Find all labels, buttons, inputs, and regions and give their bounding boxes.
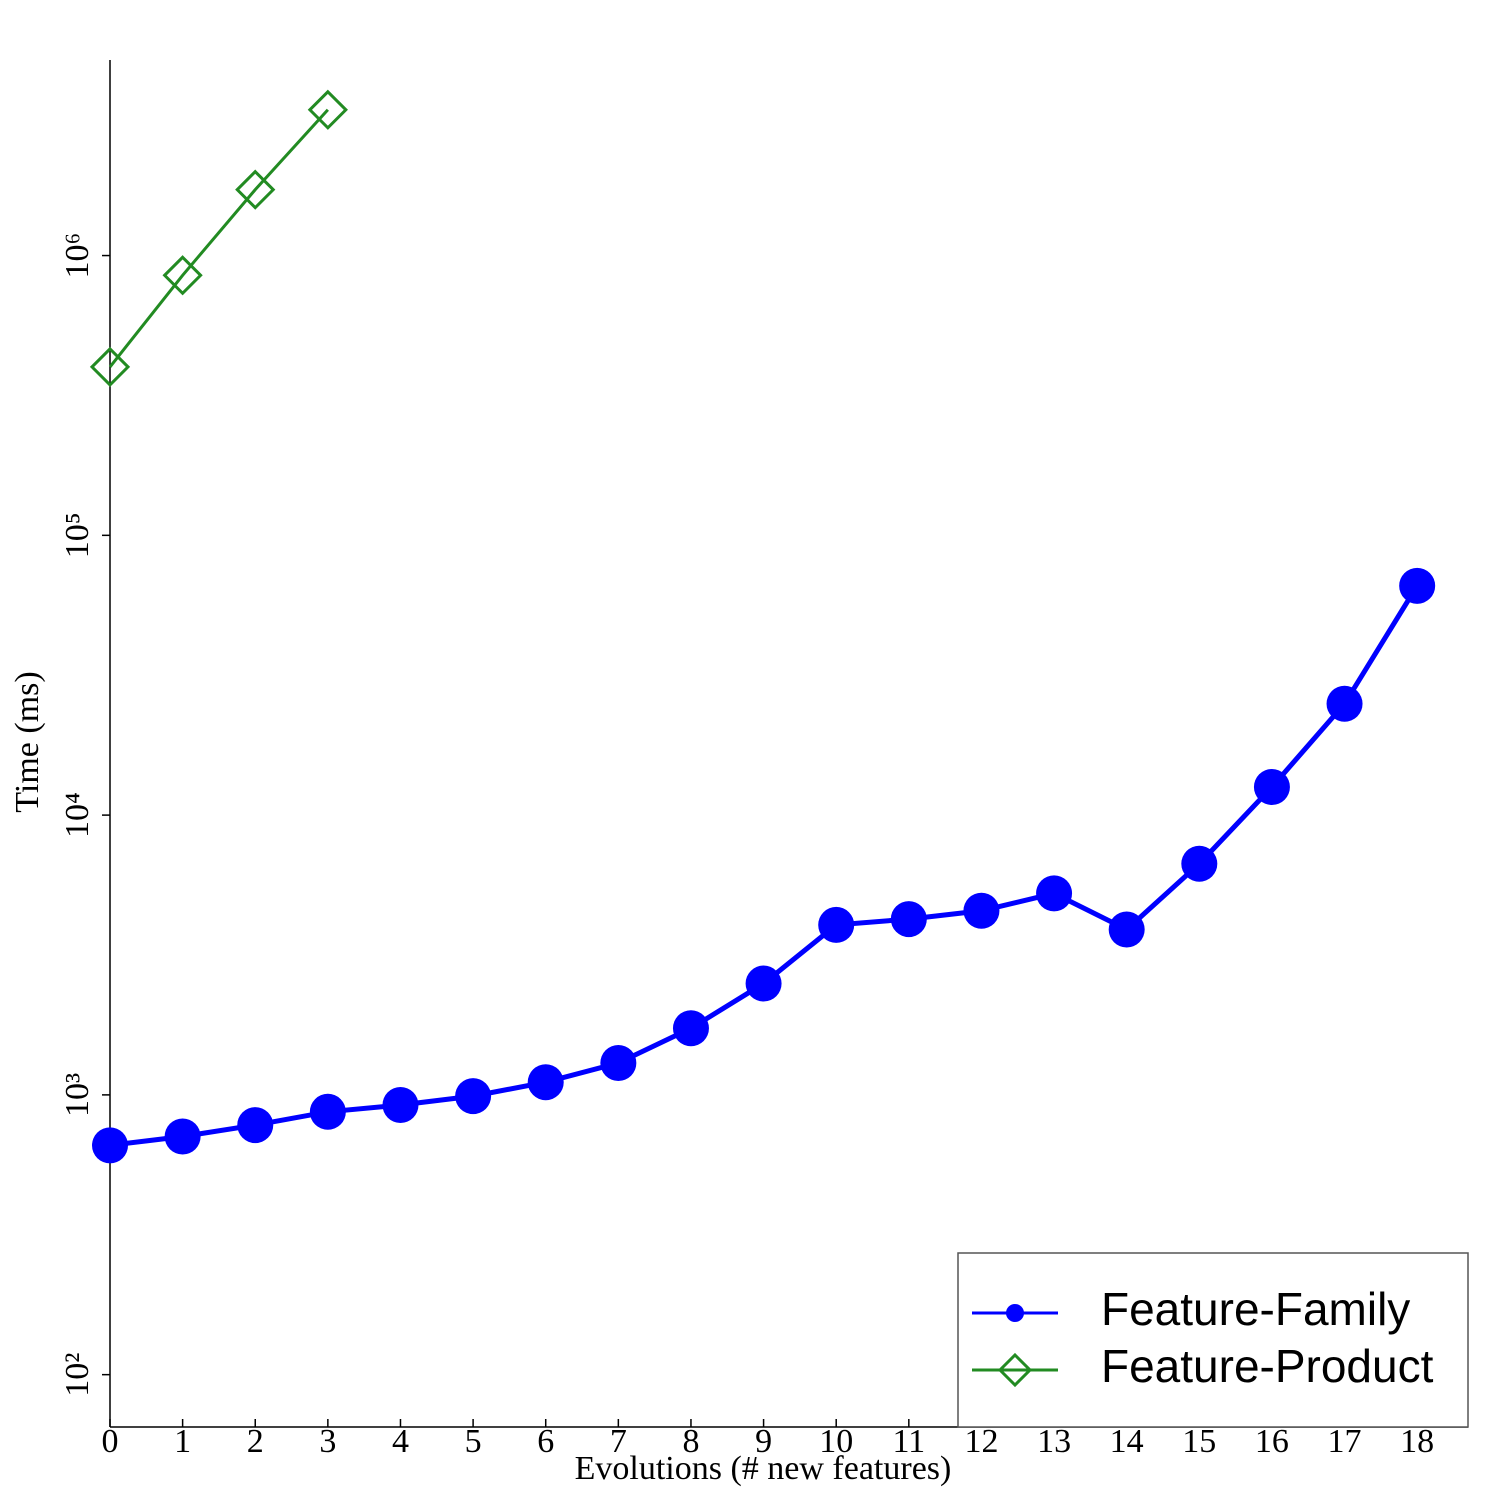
- marker: [162, 255, 203, 296]
- marker: [745, 965, 782, 1002]
- marker: [1036, 875, 1073, 912]
- marker: [307, 89, 348, 130]
- marker: [1181, 845, 1218, 882]
- x-tick-label: 8: [682, 1423, 699, 1460]
- marker: [527, 1064, 564, 1101]
- x-tick-label: 17: [1328, 1423, 1362, 1460]
- x-tick-label: 6: [537, 1423, 554, 1460]
- marker: [164, 1118, 201, 1155]
- marker: [309, 1093, 346, 1130]
- marker: [963, 892, 1000, 929]
- x-tick-label: 14: [1110, 1423, 1144, 1460]
- legend-marker: [1006, 1304, 1024, 1322]
- x-tick-label: 4: [392, 1423, 409, 1460]
- x-tick-label: 5: [465, 1423, 482, 1460]
- x-tick-label: 7: [610, 1423, 627, 1460]
- x-tick-label: 1: [174, 1423, 191, 1460]
- series-line: [108, 108, 329, 368]
- y-tick-label: 10⁶: [59, 233, 96, 279]
- y-axis-label: Time (ms): [9, 671, 46, 812]
- marker: [1253, 769, 1290, 806]
- legend-label: Feature-Product: [1101, 1340, 1434, 1392]
- marker: [235, 169, 276, 210]
- marker: [672, 1010, 709, 1047]
- y-tick-label: 10⁴: [59, 792, 96, 838]
- y-tick-label: 10³: [59, 1073, 96, 1117]
- x-tick-label: 10: [819, 1423, 853, 1460]
- x-tick-label: 18: [1400, 1423, 1434, 1460]
- marker: [382, 1087, 419, 1124]
- x-axis-label: Evolutions (# new features): [575, 1450, 952, 1487]
- legend-box: [957, 1252, 1469, 1428]
- x-tick-label: 9: [755, 1423, 772, 1460]
- y-tick-label: 10²: [59, 1353, 96, 1397]
- legend-marker: [997, 1352, 1033, 1388]
- y-tick-label: 10⁵: [59, 512, 96, 558]
- x-tick-label: 15: [1182, 1423, 1216, 1460]
- x-tick-label: 3: [319, 1423, 336, 1460]
- x-tick-label: 0: [102, 1423, 119, 1460]
- marker: [92, 1127, 128, 1164]
- marker: [1108, 911, 1145, 948]
- series-line: [109, 584, 1420, 1148]
- x-tick-label: 2: [247, 1423, 264, 1460]
- marker: [600, 1045, 637, 1082]
- marker: [237, 1107, 274, 1144]
- x-tick-label: 16: [1255, 1423, 1289, 1460]
- marker: [455, 1078, 492, 1115]
- marker: [1326, 685, 1363, 722]
- legend-label: Feature-Family: [1101, 1283, 1410, 1335]
- x-tick-label: 11: [892, 1423, 925, 1460]
- x-tick-label: 13: [1037, 1423, 1071, 1460]
- marker: [890, 901, 927, 938]
- marker: [1399, 567, 1436, 604]
- marker: [89, 346, 131, 388]
- x-tick-label: 12: [964, 1423, 998, 1460]
- marker: [818, 906, 855, 943]
